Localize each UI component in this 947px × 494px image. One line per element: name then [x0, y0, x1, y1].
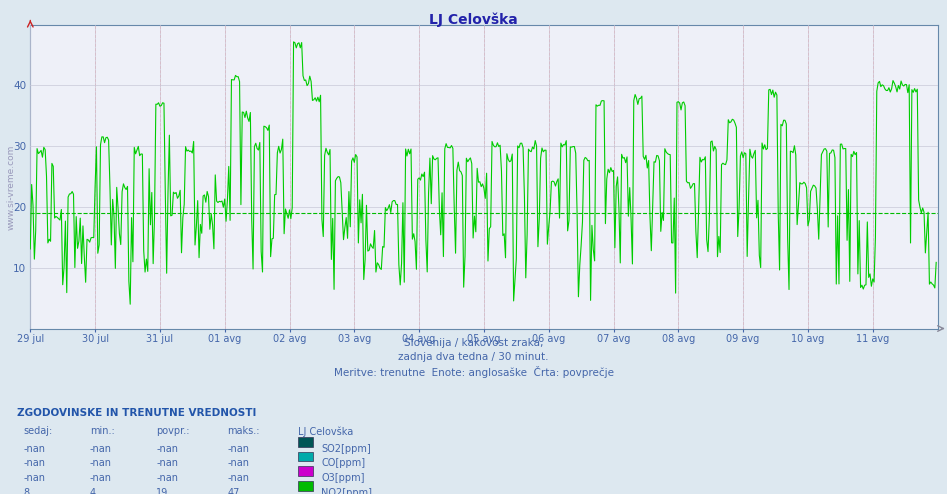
Text: -nan: -nan — [156, 444, 178, 453]
Text: www.si-vreme.com: www.si-vreme.com — [7, 145, 16, 230]
Text: NO2[ppm]: NO2[ppm] — [321, 488, 372, 494]
Text: -nan: -nan — [24, 444, 45, 453]
Text: ZGODOVINSKE IN TRENUTNE VREDNOSTI: ZGODOVINSKE IN TRENUTNE VREDNOSTI — [17, 408, 257, 417]
Text: 47: 47 — [227, 488, 240, 494]
Text: -nan: -nan — [156, 473, 178, 483]
Text: SO2[ppm]: SO2[ppm] — [321, 444, 371, 453]
Text: -nan: -nan — [24, 458, 45, 468]
Text: -nan: -nan — [227, 444, 249, 453]
Text: sedaj:: sedaj: — [24, 426, 53, 436]
Text: -nan: -nan — [156, 458, 178, 468]
Text: -nan: -nan — [90, 473, 112, 483]
Text: Slovenija / kakovost zraka,: Slovenija / kakovost zraka, — [403, 338, 544, 348]
Text: Meritve: trenutne  Enote: anglosaške  Črta: povprečje: Meritve: trenutne Enote: anglosaške Črta… — [333, 366, 614, 378]
Text: maks.:: maks.: — [227, 426, 259, 436]
Text: 19: 19 — [156, 488, 169, 494]
Text: LJ Celovška: LJ Celovška — [298, 426, 353, 437]
Text: 4: 4 — [90, 488, 96, 494]
Text: CO[ppm]: CO[ppm] — [321, 458, 366, 468]
Text: zadnja dva tedna / 30 minut.: zadnja dva tedna / 30 minut. — [399, 352, 548, 362]
Text: -nan: -nan — [90, 444, 112, 453]
Text: O3[ppm]: O3[ppm] — [321, 473, 365, 483]
Text: -nan: -nan — [24, 473, 45, 483]
Text: -nan: -nan — [227, 473, 249, 483]
Text: -nan: -nan — [227, 458, 249, 468]
Text: 8: 8 — [24, 488, 29, 494]
Text: LJ Celovška: LJ Celovška — [429, 12, 518, 27]
Text: -nan: -nan — [90, 458, 112, 468]
Text: povpr.:: povpr.: — [156, 426, 189, 436]
Text: min.:: min.: — [90, 426, 115, 436]
